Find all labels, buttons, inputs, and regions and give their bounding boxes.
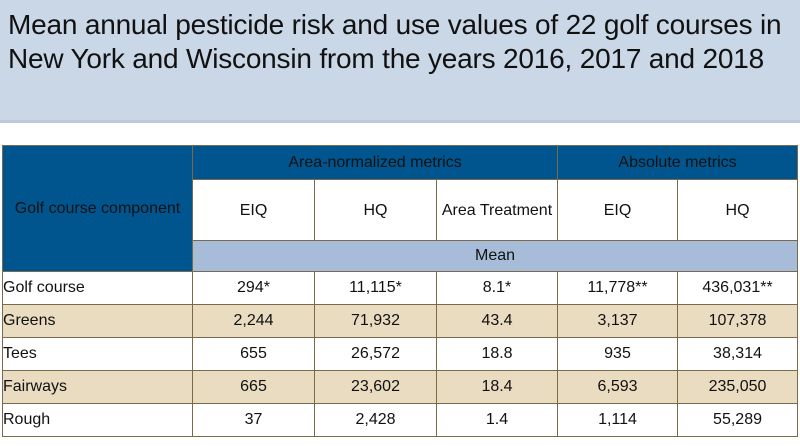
group-header-area-normalized: Area-normalized metrics: [191, 145, 559, 180]
table-cell: 37: [192, 403, 315, 437]
table-cell: 655: [192, 337, 315, 371]
table-cell: 38,314: [677, 337, 799, 371]
column-header-hq-absolute: HQ: [677, 179, 799, 241]
table-cell: 294*: [192, 271, 315, 305]
mean-subheader: Mean: [191, 240, 799, 272]
title-banner: Mean annual pesticide risk and use value…: [0, 0, 800, 120]
column-header-area-treatment: Area Treatment: [435, 179, 559, 241]
table-cell: 43.4: [435, 304, 559, 338]
table-row: Fairways 665 23,602 18.4 6,593 235,050: [2, 370, 799, 404]
table-cell: 11,115*: [314, 271, 437, 305]
group-header-absolute: Absolute metrics: [557, 145, 799, 180]
table-cell: 107,378: [677, 304, 799, 338]
row-label: Rough: [2, 403, 193, 437]
table-row: Rough 37 2,428 1.4 1,114 55,289: [2, 403, 799, 437]
table-cell: 18.8: [435, 337, 559, 371]
pesticide-risk-table: Golf course component Area-normalized me…: [2, 145, 799, 437]
table-cell: 6,593: [557, 370, 679, 404]
row-label: Golf course: [2, 271, 193, 305]
table-cell: 2,244: [192, 304, 315, 338]
table-row: Golf course 294* 11,115* 8.1* 11,778** 4…: [2, 271, 799, 305]
table-cell: 2,428: [314, 403, 437, 437]
table-cell: 1,114: [557, 403, 679, 437]
table-cell: 71,932: [314, 304, 437, 338]
table-cell: 26,572: [314, 337, 437, 371]
row-label: Greens: [2, 304, 193, 338]
table-cell: 11,778**: [557, 271, 679, 305]
table-cell: 436,031**: [677, 271, 799, 305]
corner-header: Golf course component: [2, 145, 193, 272]
column-header-eiq-normalized: EIQ: [192, 179, 315, 241]
table-row: Greens 2,244 71,932 43.4 3,137 107,378: [2, 304, 799, 338]
row-label: Tees: [2, 337, 193, 371]
table-cell: 23,602: [314, 370, 437, 404]
table-cell: 3,137: [557, 304, 679, 338]
column-header-eiq-absolute: EIQ: [557, 179, 679, 241]
table-cell: 55,289: [677, 403, 799, 437]
table-row: Tees 655 26,572 18.8 935 38,314: [2, 337, 799, 371]
table-cell: 235,050: [677, 370, 799, 404]
table-cell: 8.1*: [435, 271, 559, 305]
table-cell: 935: [557, 337, 679, 371]
column-header-hq-normalized: HQ: [314, 179, 437, 241]
table-cell: 1.4: [435, 403, 559, 437]
title-divider: [0, 120, 800, 123]
page-title: Mean annual pesticide risk and use value…: [8, 9, 782, 74]
table-cell: 18.4: [435, 370, 559, 404]
table-cell: 665: [192, 370, 315, 404]
row-label: Fairways: [2, 370, 193, 404]
